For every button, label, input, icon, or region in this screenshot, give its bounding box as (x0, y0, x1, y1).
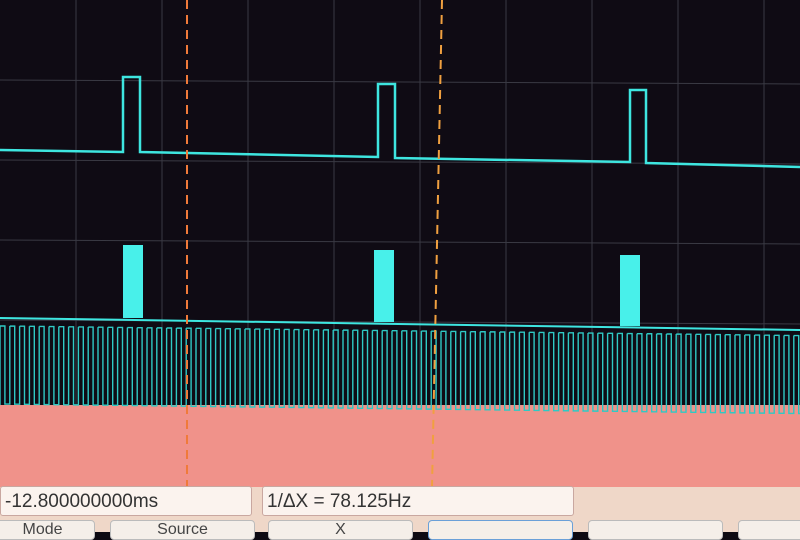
frequency-readout: 1/ΔX = 78.125Hz (262, 486, 574, 516)
channel2-baseline (0, 317, 800, 331)
channel3-clock-trace (0, 325, 800, 415)
grid-line (0, 79, 800, 85)
grid-line (0, 239, 800, 245)
softkey-5[interactable] (588, 520, 723, 540)
x-button[interactable]: X (268, 520, 413, 540)
channel2-trace (123, 245, 640, 326)
channel1-trace (0, 75, 800, 169)
lower-panel (0, 405, 800, 487)
mode-button[interactable]: Mode (0, 520, 95, 540)
cursor-x2[interactable] (431, 0, 443, 488)
waveform-area (0, 0, 800, 405)
softkey-6[interactable] (738, 520, 800, 540)
source-button[interactable]: Source (110, 520, 255, 540)
grid (0, 0, 800, 405)
cursor-time-readout: -12.800000000ms (0, 486, 252, 516)
softkey-4[interactable] (428, 520, 573, 540)
